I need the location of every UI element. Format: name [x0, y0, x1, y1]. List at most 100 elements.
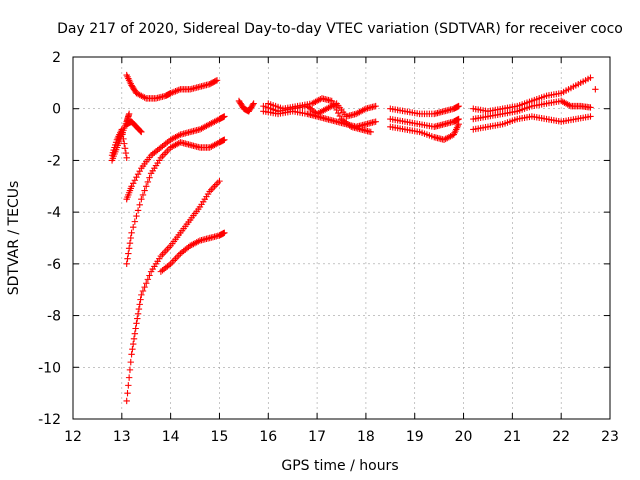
x-tick-label: 23	[601, 429, 619, 445]
y-tick-label: -8	[47, 309, 61, 325]
data-point	[587, 74, 594, 81]
data-point	[216, 177, 223, 185]
data-point	[124, 389, 131, 397]
x-tick-label: 15	[211, 429, 229, 445]
data-point	[587, 113, 594, 120]
series-G	[235, 97, 257, 115]
data-point	[141, 283, 148, 291]
data-points	[108, 71, 599, 405]
data-point	[129, 345, 136, 353]
data-point	[213, 77, 221, 84]
data-point	[122, 149, 130, 157]
data-point	[125, 250, 132, 257]
x-tick-label: 16	[259, 429, 277, 445]
data-point	[367, 128, 374, 136]
series-F	[157, 229, 228, 275]
series-H3	[265, 95, 374, 136]
x-tick-label: 18	[357, 429, 375, 445]
data-point	[335, 109, 342, 117]
series-J3	[470, 113, 594, 133]
data-point	[126, 239, 134, 247]
data-point	[143, 280, 150, 287]
x-tick-label: 13	[113, 429, 131, 445]
data-point	[133, 174, 140, 181]
data-point	[144, 276, 152, 283]
data-point	[133, 212, 140, 220]
data-point	[128, 229, 135, 237]
data-point	[455, 121, 462, 128]
data-point	[131, 177, 139, 184]
data-point	[125, 245, 133, 252]
x-tick-label: 14	[162, 429, 180, 445]
data-point	[372, 102, 379, 110]
x-axis-label: GPS time / hours	[281, 458, 398, 474]
data-point	[136, 201, 143, 209]
series-A-early2	[108, 126, 130, 162]
data-point	[138, 128, 145, 136]
data-point	[131, 330, 139, 337]
data-point	[138, 196, 145, 203]
plot-frame	[72, 56, 611, 420]
data-point	[123, 154, 130, 162]
data-point	[143, 183, 150, 190]
data-point	[138, 291, 145, 299]
data-point	[126, 366, 134, 374]
x-tick-label: 17	[308, 429, 326, 445]
data-point	[135, 305, 143, 313]
data-point	[221, 136, 228, 143]
data-point	[125, 374, 133, 381]
data-point	[249, 101, 257, 109]
y-axis-label: SDTVAR / TECUs	[6, 181, 22, 296]
data-point	[118, 126, 126, 133]
data-point	[132, 325, 139, 332]
series-I3	[387, 121, 462, 143]
data-point	[250, 100, 257, 107]
data-point	[146, 174, 153, 181]
data-point	[121, 140, 128, 147]
data-point	[136, 301, 143, 308]
y-tick-label: -6	[47, 257, 61, 273]
chart-title: Day 217 of 2020, Sidereal Day-to-day VTE…	[57, 21, 623, 37]
x-tick-label: 21	[503, 429, 521, 445]
data-point	[121, 145, 129, 152]
data-point	[119, 130, 126, 138]
data-point	[133, 320, 140, 327]
data-point	[134, 207, 142, 214]
data-point	[455, 102, 462, 110]
y-tick-label: -12	[38, 412, 61, 428]
data-point	[134, 310, 142, 318]
x-tick-label: 22	[552, 429, 570, 445]
data-point	[127, 358, 134, 366]
data-point	[120, 135, 127, 143]
series-I2	[387, 115, 462, 131]
data-point	[130, 335, 138, 343]
data-point	[125, 110, 133, 118]
series-D	[123, 136, 228, 268]
data-point	[136, 168, 143, 175]
data-point	[124, 255, 131, 262]
data-point	[130, 224, 137, 231]
y-tick-label: 0	[52, 102, 61, 118]
data-point	[221, 113, 228, 120]
data-point	[130, 340, 137, 348]
data-point	[592, 86, 599, 93]
axis-ticks: 12 13 14 15 16 17 18 19 20 21 22 23 -12 -10 -8 -6 -4 -2 0 2	[38, 50, 619, 445]
series-J4	[592, 86, 599, 93]
series-J1	[470, 74, 594, 115]
series-I1	[387, 102, 462, 118]
data-point	[134, 315, 141, 322]
x-tick-label: 12	[64, 429, 82, 445]
x-tick-label: 19	[406, 429, 424, 445]
series-B-upper	[123, 71, 221, 102]
data-point	[212, 77, 219, 85]
data-point	[125, 382, 132, 389]
y-tick-label: -10	[38, 360, 61, 376]
series-J2	[470, 97, 594, 123]
data-point	[123, 397, 130, 405]
x-tick-label: 20	[455, 429, 473, 445]
data-point	[139, 287, 147, 295]
data-point	[587, 104, 594, 111]
data-point	[372, 118, 379, 125]
data-point	[131, 218, 139, 225]
